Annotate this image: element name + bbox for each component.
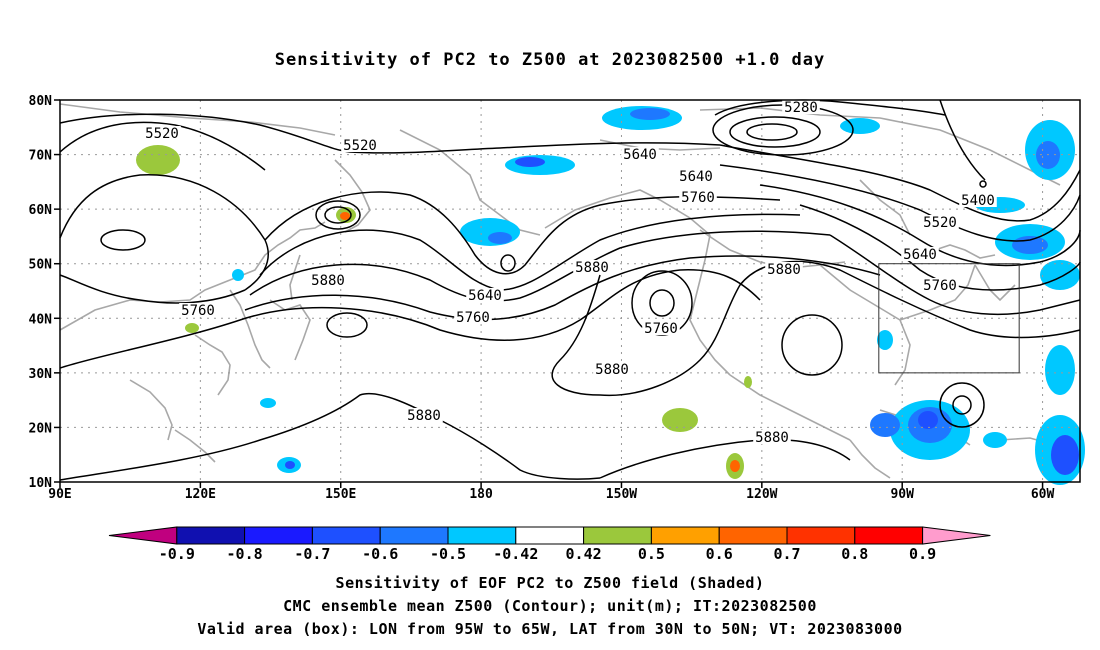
colorbar-segment [176,526,246,545]
colorbar-label: 0.8 [841,545,868,563]
contour-label-text: 5880 [311,273,345,289]
colorbar-segment [244,526,313,545]
colorbar-min-arrow [108,526,178,545]
contour-label: 5760 [921,278,959,294]
colorbar-segment [379,526,449,545]
contour-label: 5760 [679,190,717,206]
lat-label: 60N [29,203,53,218]
contour-label: 5640 [466,288,504,304]
contour-label: 5760 [179,303,217,319]
contour-label: 5880 [573,260,611,276]
colorbar-label: -0.9 [159,545,195,563]
contour-label-text: 5640 [903,247,937,263]
contour-label-text: 5880 [595,362,629,378]
shaded-regions [136,106,1085,485]
lat-label: 10N [29,476,53,491]
caption-line-3: Valid area (box): LON from 95W to 65W, L… [197,620,903,638]
valid-area-box [878,263,1020,374]
caption-line-1: Sensitivity of EOF PC2 to Z500 field (Sh… [335,574,765,592]
colorbar-segment [515,526,585,545]
lat-label: 20N [29,421,53,436]
z500-contours [59,99,1081,481]
contour-label: 5640 [621,147,659,163]
colorbar-max-arrow [922,526,991,545]
colorbar-label: 0.6 [706,545,733,563]
colorbar-segment [718,526,788,545]
colorbar-segment [854,526,924,545]
contour-label-text: 5880 [407,408,441,424]
contour-label-text: 5880 [767,262,801,278]
contour-label: 5760 [642,321,680,337]
contour-label: 5520 [143,126,181,142]
lon-label: 150E [325,487,356,502]
colorbar-label: 0.7 [773,545,800,563]
colorbar-label: -0.5 [430,545,466,563]
lon-label: 150W [606,487,637,502]
contour-label-text: 5400 [961,193,995,209]
contour-label: 5880 [593,362,631,378]
colorbar-label: -0.6 [362,545,398,563]
lon-label: 60W [1031,487,1055,502]
lat-label: 70N [29,149,53,164]
contour-label: 5640 [677,169,715,185]
colorbar-segment [786,526,856,545]
contour-label-text: 5640 [468,288,502,304]
lon-label: 120W [746,487,777,502]
lon-label: 120E [185,487,216,502]
contour-label: 5640 [901,247,939,263]
colorbar-label: -0.8 [227,545,263,563]
lat-lon-grid [60,100,1080,482]
colorbar-label: -0.7 [294,545,330,563]
contour-label: 5880 [753,430,791,446]
contour-label: 5520 [921,215,959,231]
colorbar: -0.9 -0.8 -0.7 -0.6 -0.5 -0.42 0.42 0.5 0.6 0.7 0.… [108,526,991,563]
colorbar-segment [447,526,517,545]
chart-title: Sensitivity of PC2 to Z500 at 2023082500… [274,50,826,70]
map-frame [59,99,1081,483]
colorbar-label: -0.42 [493,545,538,563]
caption-line-2: CMC ensemble mean Z500 (Contour); unit(m… [283,597,817,615]
colorbar-label: 0.42 [566,545,602,563]
contour-label: 5760 [454,310,492,326]
lat-label: 50N [29,258,53,273]
lat-label: 40N [29,312,53,327]
contour-label: 5880 [765,262,803,278]
contour-label-text: 5760 [456,310,490,326]
contour-label: 5880 [405,408,443,424]
lat-label: 80N [29,94,53,109]
lat-label: 30N [29,367,53,382]
contour-label-text: 5760 [923,278,957,294]
lon-label: 90E [48,487,71,502]
contour-label-text: 5880 [575,260,609,276]
contour-label-text: 5280 [784,100,818,116]
contour-label-text: 5880 [755,430,789,446]
contour-label-text: 5640 [679,169,713,185]
contour-labels: 5280540055205520552056405640564056405760… [143,100,997,446]
contour-label-text: 5760 [644,321,678,337]
colorbar-segment [650,526,720,545]
colorbar-segment [583,526,652,545]
contour-label: 5280 [782,100,820,116]
contour-label-text: 5640 [623,147,657,163]
contour-label: 5400 [959,193,997,209]
colorbar-label: 0.9 [909,545,936,563]
contour-label-text: 5760 [181,303,215,319]
contour-label: 5520 [341,138,379,154]
contour-label-text: 5520 [343,138,377,154]
contour-label-text: 5520 [145,126,179,142]
contour-label-text: 5520 [923,215,957,231]
colorbar-label: 0.5 [638,545,665,563]
lon-label: 180 [469,487,493,502]
colorbar-segment [311,526,381,545]
contour-label-text: 5760 [681,190,715,206]
lon-label: 90W [890,487,914,502]
contour-label: 5880 [309,273,347,289]
